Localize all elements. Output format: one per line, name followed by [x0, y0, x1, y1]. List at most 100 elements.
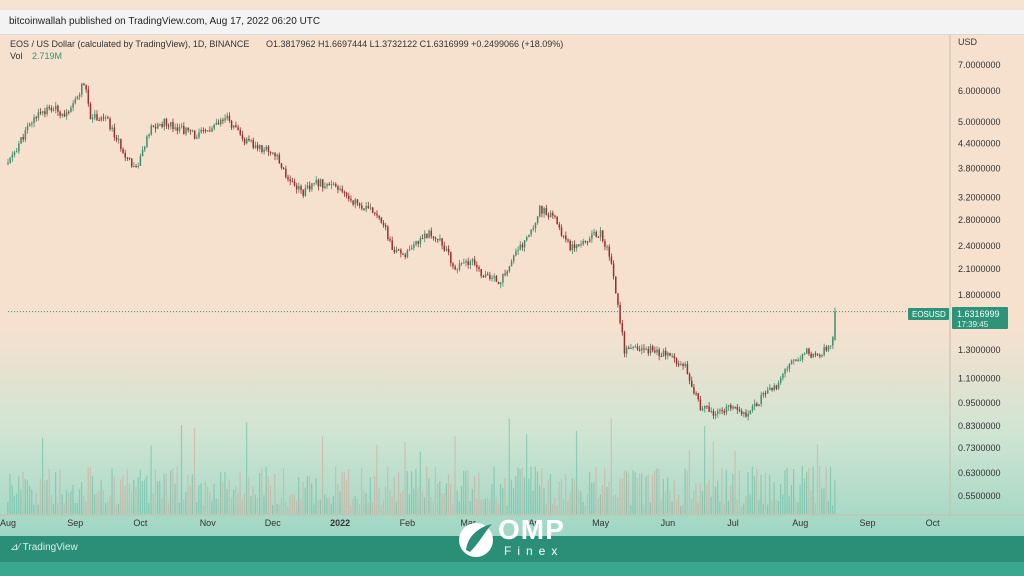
- volume-bar: [569, 492, 571, 514]
- volume-bar: [291, 493, 293, 514]
- volume-bar: [311, 483, 313, 514]
- candle-body: [393, 249, 396, 253]
- candle-body: [634, 346, 637, 348]
- candle-body: [224, 118, 226, 121]
- volume-bar: [450, 483, 452, 514]
- candle-body: [302, 190, 304, 196]
- volume-bar: [441, 493, 443, 514]
- volume-bar: [107, 502, 109, 514]
- candle-body: [528, 234, 530, 238]
- candle-body: [9, 157, 11, 163]
- volume-bar: [756, 469, 758, 514]
- volume-bar: [621, 479, 623, 514]
- candle-body: [749, 410, 752, 415]
- volume-bar: [250, 496, 252, 514]
- volume-bar: [44, 480, 46, 514]
- candle-body: [183, 126, 185, 134]
- volume-bar: [526, 434, 528, 514]
- volume-bar: [263, 495, 265, 514]
- volume-bar: [575, 431, 578, 514]
- volume-bar: [428, 478, 430, 514]
- volume-bar: [387, 466, 389, 514]
- candle-body: [437, 239, 439, 241]
- volume-bar: [215, 498, 217, 514]
- volume-bar: [580, 491, 582, 514]
- candle-body: [308, 185, 311, 190]
- candle-body: [649, 346, 652, 354]
- candle-body: [389, 239, 391, 241]
- candle-body: [198, 132, 200, 138]
- candle-body: [832, 337, 834, 346]
- candle-body: [651, 346, 654, 351]
- candle-body: [801, 354, 804, 360]
- volume-bar: [419, 451, 421, 514]
- candle-body: [193, 130, 196, 139]
- volume-bar: [70, 490, 72, 514]
- candle-body: [638, 349, 641, 351]
- candle-body: [506, 271, 508, 275]
- candle-body: [617, 293, 619, 305]
- volume-bar: [226, 488, 228, 514]
- candle-body: [762, 392, 765, 396]
- volume-bar: [764, 472, 766, 514]
- candle-body: [391, 240, 393, 250]
- candle-body: [406, 250, 409, 257]
- candle-body: [274, 152, 276, 157]
- volume-bar: [202, 505, 204, 514]
- volume-bar: [15, 493, 18, 514]
- candle-body: [701, 408, 704, 411]
- volume-bar: [96, 493, 98, 514]
- volume-bar: [211, 500, 213, 514]
- volume-bar: [795, 500, 797, 514]
- candle-body: [688, 373, 691, 381]
- volume-bar: [727, 500, 730, 514]
- candle-body: [723, 410, 726, 413]
- x-tick-label: Apr: [528, 518, 542, 528]
- candle-body: [291, 181, 294, 183]
- volume-bar: [545, 503, 547, 514]
- candle-body: [206, 130, 209, 132]
- x-tick-label: May: [592, 518, 610, 528]
- candle-body: [725, 406, 728, 413]
- candle-body: [61, 113, 64, 116]
- volume-bar: [560, 479, 562, 514]
- volume-bar: [695, 483, 697, 514]
- y-tick-label: 0.8300000: [958, 421, 1001, 431]
- volume-bar: [686, 470, 688, 514]
- price-chart[interactable]: USD 7.0000000 6.0000000 5.0000000 4.4000000…: [0, 35, 1024, 536]
- candle-body: [497, 281, 500, 285]
- volume-bar: [102, 490, 104, 514]
- candle-body: [623, 332, 626, 354]
- volume-bar: [321, 436, 324, 514]
- volume-bar: [615, 494, 617, 514]
- candle-body: [743, 412, 745, 415]
- candle-body: [421, 238, 424, 240]
- candle-body: [597, 236, 600, 238]
- candle-body: [515, 251, 517, 256]
- volume-bar: [790, 485, 793, 514]
- volume-bar: [313, 504, 315, 514]
- volume-bar: [363, 490, 365, 514]
- brand-finex: Finex: [504, 544, 564, 558]
- x-tick-label: Jun: [661, 518, 676, 528]
- volume-bar: [565, 474, 567, 514]
- volume-bar: [801, 466, 803, 514]
- candle-body: [552, 212, 554, 216]
- volume-bar: [135, 486, 137, 514]
- x-tick-label: Feb: [400, 518, 416, 528]
- candle-body: [276, 154, 278, 157]
- volume-bar: [315, 478, 317, 514]
- volume-bar: [128, 483, 131, 514]
- candle-body: [727, 405, 730, 407]
- volume-bar: [159, 480, 161, 514]
- candle-body: [571, 244, 574, 251]
- candle-body: [228, 115, 231, 121]
- volume-bar: [254, 494, 256, 514]
- legend-symbol: EOS / US Dollar (calculated by TradingVi…: [10, 39, 249, 49]
- candle-body: [478, 267, 480, 270]
- volume-bar: [408, 494, 411, 514]
- candle-body: [243, 138, 246, 144]
- candle-body: [534, 222, 537, 229]
- volume-bar: [634, 472, 636, 514]
- candle-body: [380, 217, 383, 223]
